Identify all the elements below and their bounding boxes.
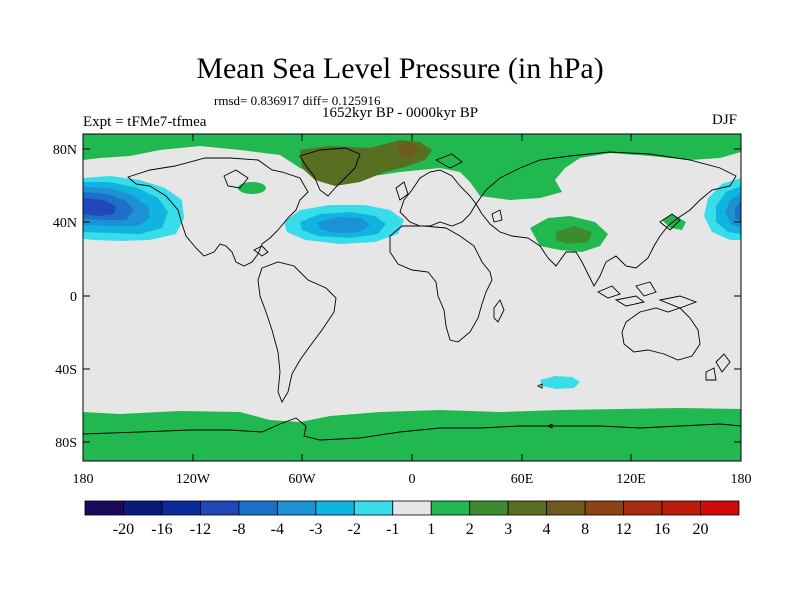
longitude-labels: 180 120W 60W 0 60E 120E 180: [73, 472, 752, 487]
map-background: [83, 134, 741, 461]
experiment-label: Expt = tFMe7-tfmea: [83, 114, 207, 130]
tibet-positive-core: [556, 226, 592, 244]
colorbar-label: -4: [271, 521, 284, 538]
coastlines: [83, 147, 741, 441]
colorbar-label: 1: [427, 521, 435, 538]
coastline-africa: [389, 225, 493, 343]
colorbar: [84, 500, 740, 516]
colorbar-swatch: [123, 500, 163, 516]
lat-label-80n: 80N: [53, 143, 77, 158]
colorbar-swatch: [315, 500, 355, 516]
antarctic-positive-band: [83, 408, 741, 461]
coastline-greenland: [299, 147, 361, 197]
colorbar-swatch: [84, 500, 124, 516]
colorbar-label: -8: [232, 521, 245, 538]
colorbar-label: -1: [386, 521, 399, 538]
season-label: DJF: [712, 112, 738, 128]
colorbar-label: -3: [309, 521, 322, 538]
lon-label-180e: 180: [731, 472, 752, 487]
colorbar-swatch: [623, 500, 663, 516]
lon-label-120e: 120E: [616, 472, 646, 487]
lon-label-180w: 180: [73, 472, 94, 487]
stats-text: rmsd= 0.836917 diff= 0.125916: [214, 93, 381, 108]
canada-positive-patch: [238, 182, 266, 194]
lon-label-0: 0: [409, 472, 416, 487]
colorbar-label: 16: [654, 521, 670, 538]
colorbar-labels: -20 -16 -12 -8 -4 -3 -2 -1 1 2 3 4 8 12 16 20: [113, 521, 709, 538]
colorbar-swatch: [430, 500, 471, 516]
coastline-australia: [621, 307, 701, 361]
colorbar-swatch: [238, 500, 278, 516]
colorbar-swatch: [469, 500, 509, 516]
north-atlantic-low: [284, 205, 404, 244]
lat-label-40n: 40N: [53, 216, 77, 231]
southern-ocean-negative: [540, 376, 580, 389]
colorbar-swatch: [392, 500, 432, 516]
colorbar-swatch: [353, 500, 394, 516]
colorbar-swatch: [546, 500, 586, 516]
colorbar-label: 12: [616, 521, 632, 538]
lon-label-60e: 60E: [511, 472, 534, 487]
lat-label-40s: 40S: [55, 363, 77, 378]
colorbar-label: -2: [348, 521, 361, 538]
lon-label-60w: 60W: [288, 472, 316, 487]
colorbar-label: 20: [693, 521, 709, 538]
period-text: 1652kyr BP - 0000kyr BP: [322, 105, 479, 121]
coastline-antarctica: [83, 417, 741, 441]
coastline-asia: [475, 151, 737, 287]
north-pacific-low-west: [83, 176, 184, 241]
lat-label-80s: 80S: [55, 436, 77, 451]
colorbar-swatch: [507, 500, 548, 516]
colorbar-swatch: [661, 500, 701, 516]
colorbar-swatch: [700, 500, 740, 516]
greenland-anomaly: [300, 140, 432, 186]
colorbar-label: -20: [113, 521, 134, 538]
colorbar-swatch: [584, 500, 624, 516]
arctic-positive-band: [83, 134, 741, 200]
colorbar-label: -12: [190, 521, 211, 538]
map-panel: [83, 134, 741, 461]
latitude-labels: 80N 40N 0 40S 80S: [53, 143, 77, 451]
colorbar-label: 8: [581, 521, 589, 538]
colorbar-swatch: [276, 500, 317, 516]
greenland-anomaly-core: [398, 142, 420, 158]
colorbar-label: 2: [466, 521, 474, 538]
lon-label-120w: 120W: [176, 472, 211, 487]
colorbar-swatch: [161, 500, 201, 516]
colorbar-label: 4: [543, 521, 551, 538]
coastline-north-america: [127, 157, 309, 267]
coastline-south-america: [257, 261, 337, 404]
colorbar-swatch: [200, 500, 240, 516]
colorbar-label: 3: [504, 521, 512, 538]
lat-label-0: 0: [70, 290, 77, 305]
colorbar-label: -16: [151, 521, 172, 538]
map-title: Mean Sea Level Pressure (in hPa): [196, 52, 604, 85]
axis-ticks: [83, 134, 741, 461]
